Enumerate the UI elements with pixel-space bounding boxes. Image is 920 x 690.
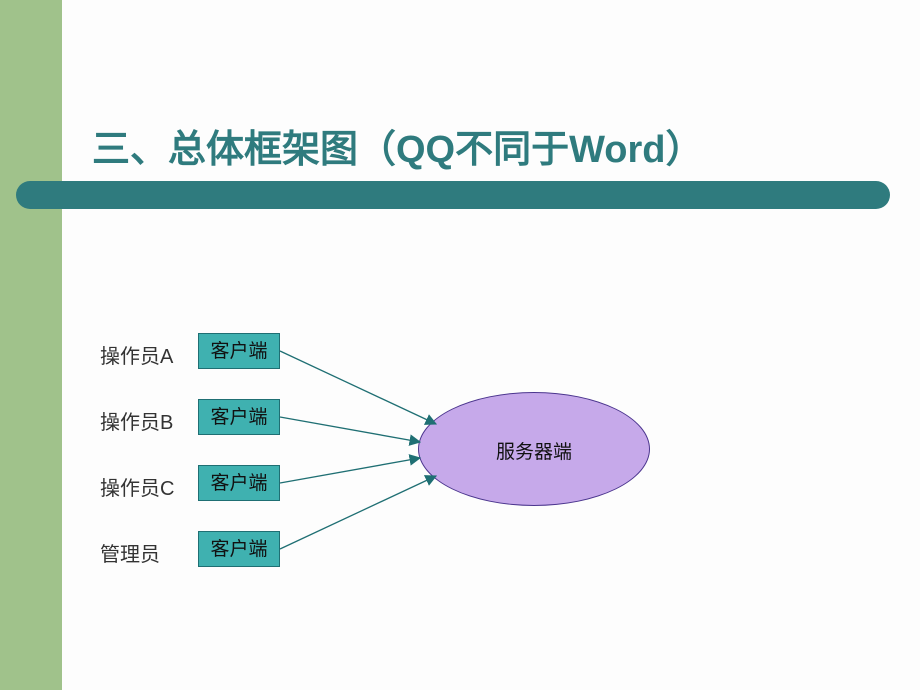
slide-title-underline [16, 181, 890, 209]
role-label: 管理员 [100, 538, 160, 567]
server-label: 服务器端 [484, 437, 584, 464]
client-box: 客户端 [198, 465, 280, 501]
role-label: 操作员B [100, 406, 173, 435]
role-label: 操作员A [100, 340, 173, 369]
slide-left-accent [0, 0, 62, 690]
client-box: 客户端 [198, 531, 280, 567]
client-box: 客户端 [198, 399, 280, 435]
role-label: 操作员C [100, 472, 174, 501]
slide: 三、总体框架图（QQ不同于Word） 操作员A操作员B操作员C管理员 客户端客户… [0, 0, 920, 690]
edge-line [280, 476, 436, 549]
edge-line [280, 351, 436, 424]
slide-title: 三、总体框架图（QQ不同于Word） [92, 118, 704, 173]
edge-line [280, 417, 420, 442]
client-box: 客户端 [198, 333, 280, 369]
edge-line [280, 458, 420, 483]
